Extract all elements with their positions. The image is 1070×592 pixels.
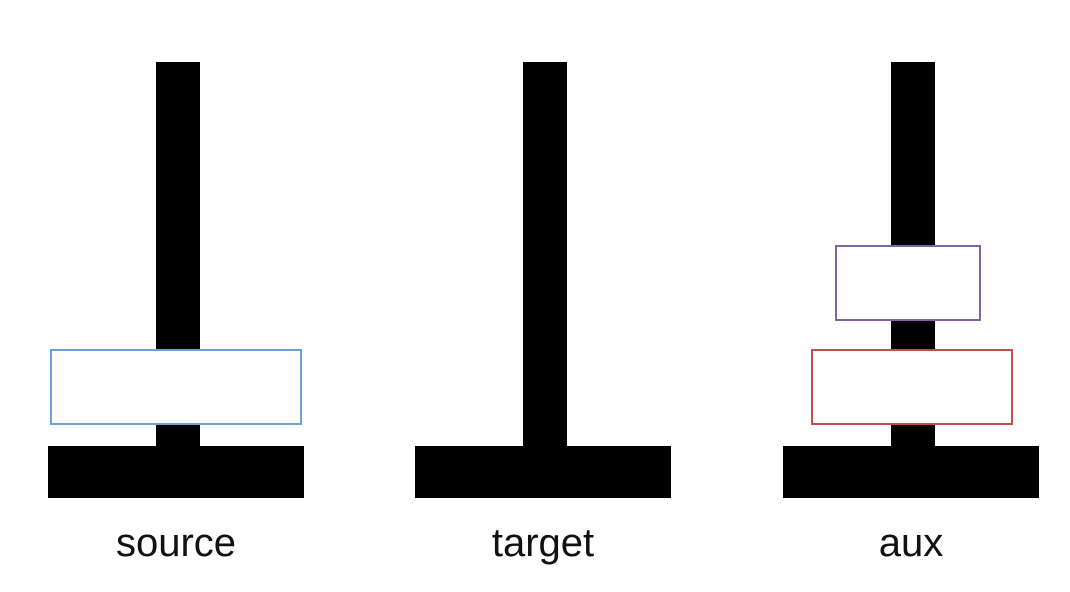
tower-target: target: [415, 0, 675, 592]
peg-pole: [523, 62, 567, 450]
disk[interactable]: [811, 349, 1013, 425]
disk[interactable]: [50, 349, 302, 425]
peg-base: [783, 446, 1039, 498]
tower-label-target: target: [491, 521, 595, 565]
disk[interactable]: [835, 245, 981, 321]
tower-source: source: [48, 0, 308, 592]
tower-aux: aux: [783, 0, 1043, 592]
peg-base: [48, 446, 304, 498]
tower-label-aux: aux: [878, 521, 944, 565]
tower-label-source: source: [115, 521, 237, 565]
peg-base: [415, 446, 671, 498]
